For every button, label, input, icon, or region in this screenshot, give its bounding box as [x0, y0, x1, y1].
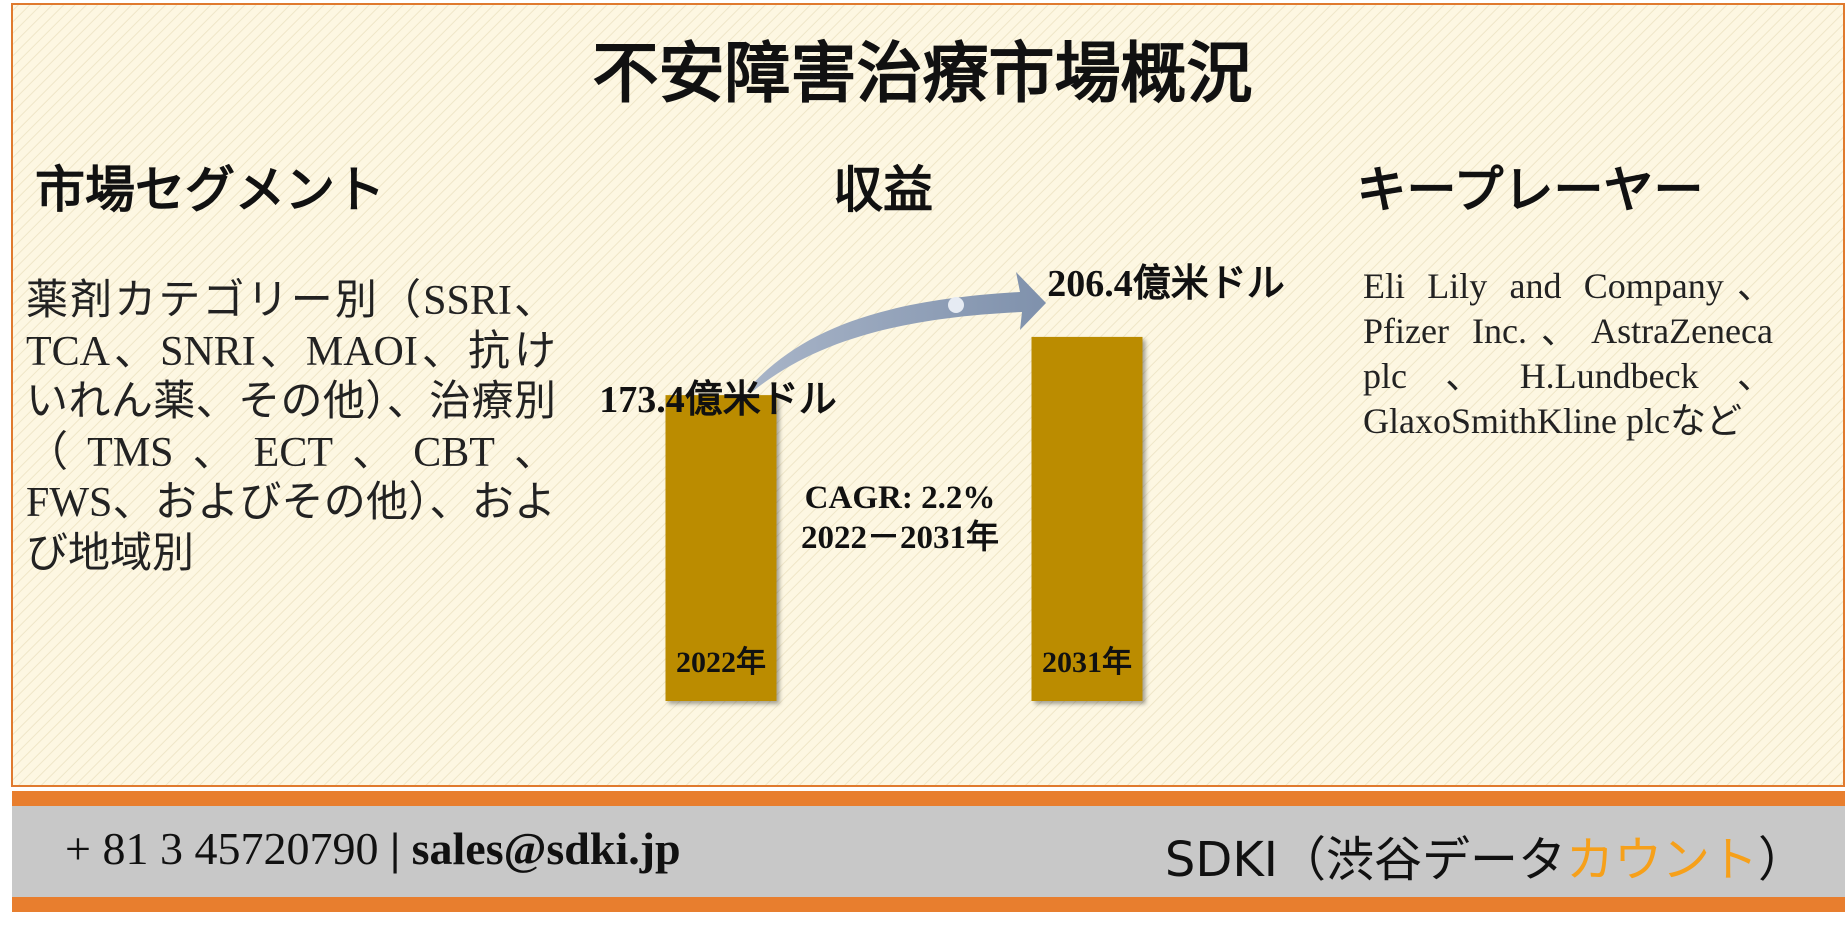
value-label: 173.4億米ドル: [599, 379, 837, 421]
bar-chart: 2022年 173.4億米ドル 2031年 206.4億米ドル CAGR: 2.2%20…: [599, 263, 1285, 701]
email: sales@sdki.jp: [411, 823, 681, 874]
main-panel: [11, 3, 1845, 787]
section-heading: 市場セグメント: [35, 162, 385, 218]
bar: [1031, 336, 1143, 701]
separator: |: [389, 823, 401, 874]
category-label: 2022年: [676, 646, 766, 679]
company-name: SDKI（渋谷データカウント）: [1165, 820, 1806, 890]
value-label: 206.4億米ドル: [1047, 263, 1285, 305]
section-heading: 収益: [833, 162, 933, 218]
growth-arrow: [747, 272, 1046, 392]
bar: [665, 395, 777, 701]
footer-contact: + 81 3 45720790 | sales@sdki.jp: [65, 822, 681, 875]
category-label: 2031年: [1042, 646, 1132, 679]
company: SDKI（渋谷データ: [1164, 832, 1566, 888]
section-heading: キープレーヤー: [1356, 162, 1704, 218]
company-end: ）: [1757, 832, 1806, 888]
title: 不安障害治療市場概況: [592, 38, 1253, 111]
phone: + 81 3 45720790: [65, 823, 379, 874]
arrow-dot: [948, 297, 964, 313]
annotation: CAGR: 2.2%: [805, 480, 996, 516]
annotation: 2022－2031年: [801, 519, 999, 556]
key-players-text: Eli Lily and Company、Pfizer Inc.、AstraZe…: [1363, 266, 1773, 441]
company-accent: カウント: [1565, 832, 1758, 888]
footer-panel: [12, 806, 1845, 897]
segments-text: 薬剤カテゴリー別（SSRI、TCA、SNRI、MAOI、抗けいれん薬、その他）、…: [26, 278, 556, 577]
